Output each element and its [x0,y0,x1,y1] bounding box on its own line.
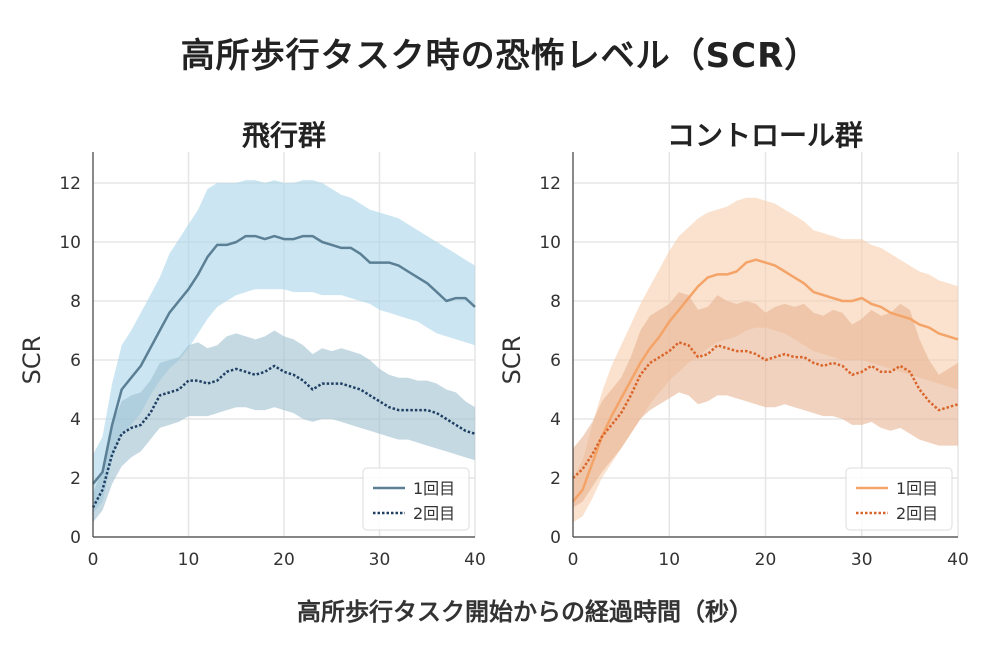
x-tick-label: 40 [464,550,486,570]
y-tick-label: 12 [59,174,81,194]
series-line-2 [572,341,959,479]
legend-label-1: 1回目 [896,479,938,498]
x-tick-label: 40 [947,550,969,570]
y-tick-label: 10 [59,233,81,253]
confidence-band-2 [93,330,475,523]
x-tick-label: 20 [755,550,777,570]
x-tick-label: 0 [88,550,99,570]
y-axis-label: SCR [18,336,46,385]
y-tick-label: 10 [539,233,561,253]
y-tick-label: 2 [550,469,561,489]
x-axis-label: 高所歩行タスク開始からの経過時間（秒） [297,598,753,626]
y-tick-label: 4 [550,410,561,430]
panel-title: 飛行群 [242,119,326,152]
main-title: 高所歩行タスク時の恐怖レベル（SCR） [180,36,820,76]
x-tick-label: 20 [273,550,295,570]
y-tick-label: 0 [70,528,81,548]
x-tick-label: 10 [658,550,680,570]
x-tick-label: 30 [851,550,873,570]
x-tick-label: 0 [568,550,579,570]
y-axis-label: SCR [498,336,526,385]
confidence-band-1 [573,197,958,523]
y-tick-label: 12 [539,174,561,194]
series-line-1 [92,234,476,485]
legend-label-2: 2回目 [896,504,938,523]
y-tick-label: 2 [70,469,81,489]
y-tick-label: 4 [70,410,81,430]
legend-label-2: 2回目 [413,504,455,523]
y-tick-label: 6 [70,351,81,371]
legend-label-1: 1回目 [413,479,455,498]
x-tick-label: 30 [369,550,391,570]
y-tick-label: 0 [550,528,561,548]
confidence-band-2 [573,292,958,508]
series-line-1 [572,258,959,503]
panel-title: コントロール群 [667,119,863,152]
legend-box [362,467,470,531]
series-line-2 [91,364,476,509]
legend-box [845,467,953,531]
x-tick-label: 10 [178,550,200,570]
y-tick-label: 6 [550,351,561,371]
y-tick-label: 8 [550,292,561,312]
y-tick-label: 8 [70,292,81,312]
